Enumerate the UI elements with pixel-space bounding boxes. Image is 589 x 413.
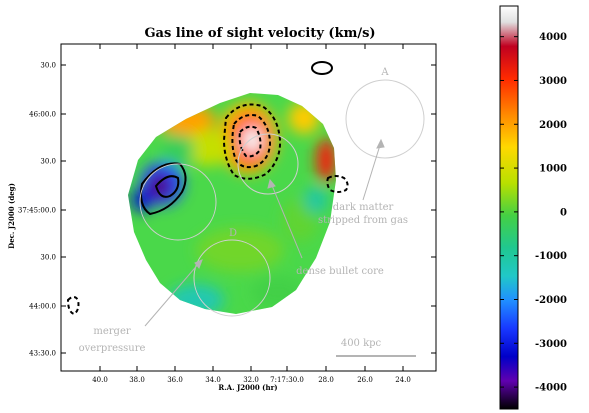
annotation-dark-matter-line2: stripped from gas <box>318 215 408 226</box>
colorbar <box>499 5 519 410</box>
solid-contour <box>140 162 187 216</box>
colorbar-tick-label: 0 <box>560 207 567 218</box>
dashed-contour <box>231 114 272 169</box>
x-tick-label: 7:17:30.0 <box>270 376 304 384</box>
y-tick-label: 44:00.0 <box>29 303 56 311</box>
dashed-contour <box>238 125 262 158</box>
circle-subcluster-a <box>345 79 425 159</box>
dashed-contour <box>326 175 349 193</box>
colorbar-tick-label: 2000 <box>539 120 567 131</box>
colorbar-tick-label: -3000 <box>535 339 567 350</box>
arrowhead-icon <box>376 138 385 149</box>
y-axis-label: Dec. J2000 (deg) <box>7 183 16 249</box>
arrowhead-icon <box>194 259 203 269</box>
velocity-patch <box>184 130 232 166</box>
colorbar-ticks: 4000 3000 2000 1000 0 -1000 -2000 -3000 -4000 <box>500 32 567 394</box>
colorbar-tick-label: -2000 <box>535 295 567 306</box>
label-d: D <box>229 228 237 239</box>
x-tick-label: 34.0 <box>205 376 221 384</box>
circle-merger <box>139 163 217 241</box>
y-tick-label: 30.0 <box>40 62 56 70</box>
y-tick-label: 46:00.0 <box>29 111 56 119</box>
x-axis-label: R.A. J2000 (hr) <box>218 383 277 392</box>
y-tick-label: 30.0 <box>40 158 56 166</box>
annotation-bullet-core: dense bullet core <box>296 266 384 277</box>
solid-contour <box>311 61 333 75</box>
arrow-dark-matter <box>362 141 382 201</box>
colorbar-tick-label: -1000 <box>535 251 567 262</box>
annotation-merger-line1: merger <box>93 326 131 337</box>
scale-bar-label: 400 kpc <box>341 338 382 349</box>
colorbar-tick-label: 4000 <box>539 32 567 43</box>
y-tick-label: 37:45:00.0 <box>18 207 56 215</box>
circle-subcluster-d <box>193 239 271 317</box>
colorbar-tick-label: 3000 <box>539 76 567 87</box>
velocity-patch <box>196 228 284 272</box>
x-tick-label: 28.0 <box>318 376 334 384</box>
colorbar-tick-label: -4000 <box>535 383 567 394</box>
y-tick-label: 30.0 <box>40 254 56 262</box>
velocity-patch <box>242 126 262 154</box>
dashed-contour <box>222 103 282 180</box>
chart-title: Gas line of sight velocity (km/s) <box>144 26 375 41</box>
x-tick-label: 38.0 <box>129 376 145 384</box>
y-tick-label: 43:30.0 <box>29 350 56 358</box>
x-tick-label: 26.0 <box>357 376 373 384</box>
arrow-bullet-core <box>270 182 303 259</box>
x-tick-label: 36.0 <box>167 376 183 384</box>
annotation-dark-matter-line1: dark matter <box>333 202 394 213</box>
solid-contour <box>154 175 180 198</box>
x-axis: 40.0 38.0 36.0 34.0 32.0 7:17:30.0 28.0 26.0 24.… <box>92 44 411 384</box>
label-a: A <box>380 67 389 78</box>
arrowhead-icon <box>267 178 276 189</box>
velocity-patch <box>316 138 336 182</box>
x-tick-label: 40.0 <box>92 376 108 384</box>
velocity-patch <box>304 186 328 214</box>
x-tick-label: 32.0 <box>243 376 259 384</box>
contour-group <box>66 61 349 316</box>
colorbar-tick-label: 1000 <box>539 164 567 175</box>
annotation-merger-line2: overpressure <box>79 343 146 354</box>
circle-bullet-core <box>237 133 299 195</box>
velocity-patch <box>148 172 172 200</box>
x-tick-label: 24.0 <box>395 376 411 384</box>
arrow-merger <box>144 261 201 327</box>
velocity-patch <box>162 134 194 166</box>
annotation-arrows <box>144 138 385 327</box>
y-axis: 30.0 46:00.0 30.0 37:45:00.0 30.0 44:00.0 43:3… <box>18 62 436 358</box>
